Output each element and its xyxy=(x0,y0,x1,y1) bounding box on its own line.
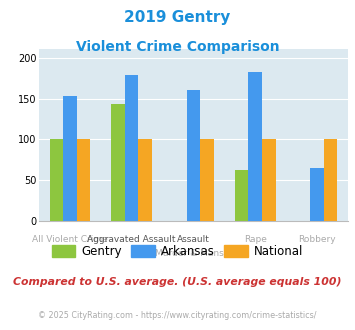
Text: Rape: Rape xyxy=(244,235,267,244)
Text: Robbery: Robbery xyxy=(298,235,336,244)
Bar xyxy=(200,139,214,221)
Text: Compared to U.S. average. (U.S. average equals 100): Compared to U.S. average. (U.S. average … xyxy=(13,277,342,287)
Text: © 2025 CityRating.com - https://www.cityrating.com/crime-statistics/: © 2025 CityRating.com - https://www.city… xyxy=(38,311,317,320)
Bar xyxy=(248,72,262,221)
Bar xyxy=(187,89,200,221)
Bar xyxy=(77,139,90,221)
Text: Violent Crime Comparison: Violent Crime Comparison xyxy=(76,40,279,53)
Bar xyxy=(50,139,63,221)
Legend: Gentry, Arkansas, National: Gentry, Arkansas, National xyxy=(47,240,308,263)
Text: Aggravated Assault: Aggravated Assault xyxy=(87,235,176,244)
Bar xyxy=(235,170,248,221)
Bar xyxy=(125,75,138,221)
Bar xyxy=(63,96,77,221)
Bar xyxy=(324,139,337,221)
Text: Murder & Mans...: Murder & Mans... xyxy=(155,249,232,258)
Text: 2019 Gentry: 2019 Gentry xyxy=(124,10,231,25)
Text: All Violent Crime: All Violent Crime xyxy=(32,235,108,244)
Bar xyxy=(310,168,324,221)
Bar xyxy=(138,139,152,221)
Bar xyxy=(111,104,125,221)
Bar xyxy=(262,139,275,221)
Text: Assault: Assault xyxy=(177,235,210,244)
